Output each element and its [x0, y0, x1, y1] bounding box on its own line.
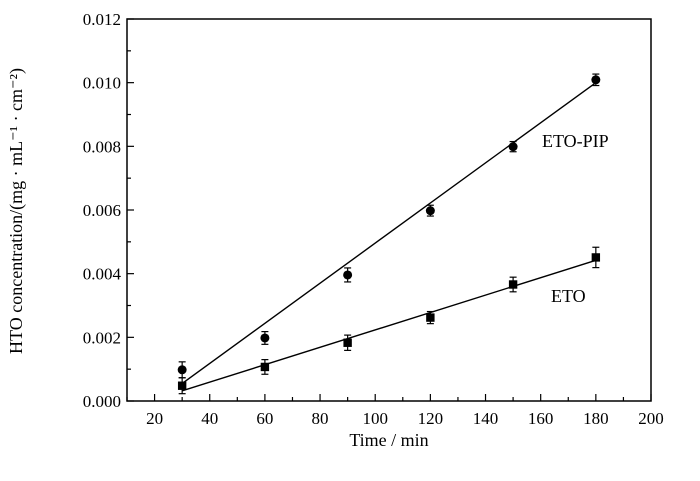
x-tick-label: 60 [256, 409, 273, 428]
fit-line [181, 82, 597, 385]
y-tick-label: 0.010 [83, 74, 121, 93]
x-tick-label: 40 [201, 409, 218, 428]
x-tick-label: 180 [583, 409, 609, 428]
fit-line [181, 259, 597, 392]
data-point [508, 280, 518, 289]
data-point [591, 253, 601, 262]
data-point [426, 313, 435, 322]
x-tick-label: 20 [146, 409, 163, 428]
y-tick-label: 0.012 [83, 10, 121, 29]
plot-border [126, 18, 652, 402]
data-point [260, 362, 270, 372]
y-tick-label: 0.006 [83, 201, 121, 220]
y-tick-label: 0.008 [83, 137, 121, 156]
x-tick-label: 120 [418, 409, 444, 428]
x-tick-label: 160 [528, 409, 554, 428]
x-tick-label: 80 [312, 409, 329, 428]
series-label-eto-pip: ETO-PIP [542, 131, 609, 151]
data-point [508, 142, 518, 152]
series-eto [177, 246, 601, 395]
data-point [177, 381, 187, 390]
x-tick-label: 200 [638, 409, 664, 428]
series-label-eto: ETO [551, 286, 586, 306]
data-point [343, 338, 352, 347]
y-tick-label: 0.000 [83, 392, 121, 411]
x-tick-label: 100 [362, 409, 388, 428]
x-tick-label: 140 [473, 409, 499, 428]
data-point [343, 270, 353, 280]
plot-area [126, 18, 652, 402]
data-point [425, 206, 435, 216]
y-axis: 0.000 0.002 0.004 0.006 0.008 0.010 0.012 [83, 10, 134, 411]
series-layer [177, 73, 601, 395]
data-point [260, 333, 270, 343]
x-axis-title: Time / min [349, 430, 428, 450]
x-axis: 20 40 60 80 100 120 140 160 180 200 [126, 394, 664, 428]
y-tick-label: 0.002 [83, 328, 121, 347]
y-tick-label: 0.004 [83, 265, 122, 284]
series-eto-pip [177, 73, 601, 385]
y-axis-title: HTO concentration/(mg · mL⁻¹ · cm⁻²) [6, 68, 27, 354]
data-point [177, 365, 187, 375]
data-point [591, 75, 601, 85]
